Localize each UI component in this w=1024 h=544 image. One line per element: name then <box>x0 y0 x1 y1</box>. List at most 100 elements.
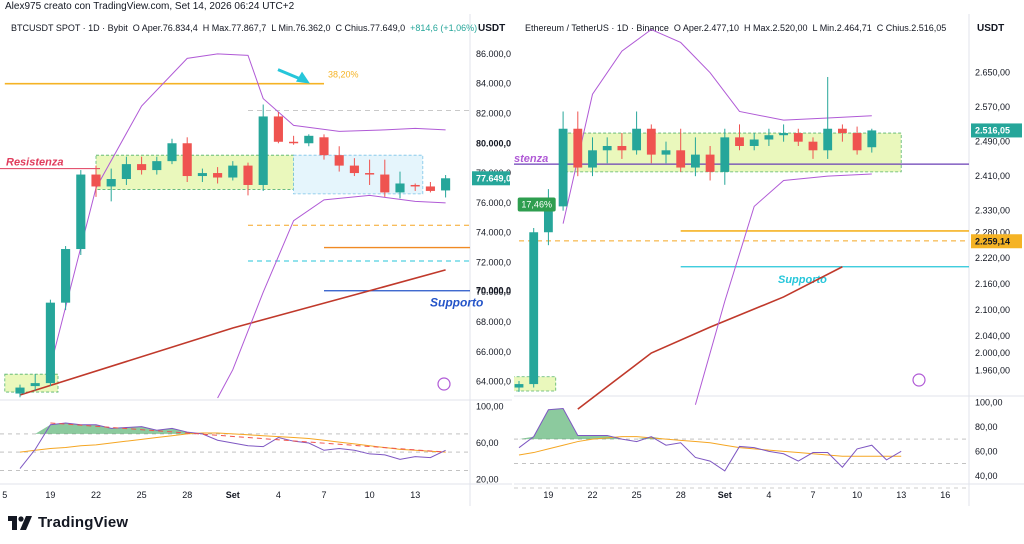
eth-chart-panel[interactable]: Ethereum / TetherUS · 1D · Binance O Aper… <box>514 14 1024 508</box>
btc-y-tick: 68.000,0 <box>476 317 511 327</box>
eth-candle <box>588 137 597 177</box>
eth-candle-body <box>808 141 818 151</box>
btc-candle <box>76 170 86 255</box>
btc-price-tag-bg <box>472 171 510 186</box>
eth-candle-body <box>764 135 774 140</box>
eth-price-tag-bg <box>971 123 1022 138</box>
btc-candle <box>380 159 390 197</box>
btc-x-tick: 19 <box>45 490 55 500</box>
btc-chart-panel[interactable]: BTCUSDT SPOT · 1D · Bybit O Aper.76.834,4… <box>0 14 512 508</box>
btc-candle <box>425 181 435 193</box>
btc-support-tag: 70.000,0 <box>476 286 511 296</box>
eth-header-low: L Min.2.464,71 <box>813 23 872 33</box>
eth-chart-svg[interactable]: Ethereum / TetherUS · 1D · Binance O Aper… <box>514 14 1024 508</box>
btc-y-tick: 72.000,0 <box>476 257 511 267</box>
eth-x-tick: 25 <box>632 490 642 500</box>
eth-candle-body <box>617 145 627 151</box>
btc-candle-body <box>30 383 40 387</box>
eth-candle-body <box>779 133 789 136</box>
btc-header: BTCUSDT SPOT · 1D · Bybit O Aper.76.834,4… <box>11 23 477 33</box>
btc-candle <box>91 165 101 197</box>
btc-x-tick: 5 <box>2 490 7 500</box>
btc-arrow-shaft <box>277 68 303 82</box>
eth-header-open: O Aper.2.477,10 <box>674 23 739 33</box>
btc-candle-body <box>121 164 131 180</box>
btc-resistance-label: Resistenza <box>6 157 63 169</box>
tradingview-brand[interactable]: TradingView <box>8 514 128 531</box>
eth-header-high: H Max.2.520,00 <box>744 23 808 33</box>
tradingview-wordmark: TradingView <box>38 514 129 531</box>
btc-level-tag: 80.000,0 <box>476 138 511 148</box>
eth-lightning-icon <box>912 373 926 387</box>
eth-candle-body <box>735 137 744 146</box>
eth-y-tick: 2.100,00 <box>975 305 1010 315</box>
btc-candle-body <box>441 178 451 191</box>
btc-x-tick: 28 <box>182 490 192 500</box>
btc-candle-body <box>365 173 375 175</box>
btc-candle <box>395 171 405 199</box>
eth-y-tick: 2.330,00 <box>975 206 1010 216</box>
btc-candle <box>289 135 299 145</box>
btc-y-tick: 82.000,0 <box>476 108 511 118</box>
eth-candle <box>646 124 656 164</box>
eth-candle <box>705 145 715 181</box>
btc-y-tick: 70.000,0 <box>476 287 511 297</box>
eth-candle <box>749 133 759 151</box>
btc-candle <box>228 161 238 181</box>
btc-x-tick: 7 <box>321 490 326 500</box>
eth-rsi-overbought-fill <box>519 408 902 440</box>
eth-resistance-label: stenza <box>514 153 548 165</box>
btc-candle-body <box>395 183 405 193</box>
btc-candle-body <box>334 155 344 166</box>
btc-candle-body <box>258 116 268 185</box>
btc-chart-svg[interactable]: BTCUSDT SPOT · 1D · Bybit O Aper.76.834,4… <box>0 14 512 508</box>
btc-candle-body <box>76 174 86 250</box>
btc-candle-body <box>15 387 25 394</box>
eth-candle-body <box>690 154 700 168</box>
btc-candle-body <box>106 179 116 187</box>
eth-x-tick: 19 <box>543 490 553 500</box>
eth-candle <box>573 111 583 177</box>
btc-candle <box>441 175 451 198</box>
btc-candle <box>213 167 223 184</box>
eth-candle <box>867 128 877 153</box>
btc-rsi-tick: 100,00 <box>476 402 504 412</box>
btc-candle <box>349 158 359 177</box>
btc-arrow-head <box>296 71 310 84</box>
eth-x-tick: 16 <box>940 490 950 500</box>
btc-candle <box>410 183 420 191</box>
btc-x-tick: 4 <box>276 490 281 500</box>
btc-candle-body <box>273 116 283 142</box>
eth-x-tick: 28 <box>676 490 686 500</box>
btc-candle-body <box>304 135 314 144</box>
eth-level-tag-bg <box>971 234 1022 249</box>
btc-moving-average <box>19 269 446 396</box>
btc-candle <box>137 156 147 175</box>
eth-price-tag: 2.516,05 <box>975 125 1010 135</box>
eth-candle <box>558 111 568 211</box>
eth-y-tick: 2.220,00 <box>975 253 1010 263</box>
btc-y-tick: 76.000,0 <box>476 198 511 208</box>
eth-candle-body <box>749 139 759 146</box>
btc-candle-body <box>289 141 299 144</box>
eth-annotation-box <box>517 197 556 212</box>
eth-y-tick: 2.000,00 <box>975 348 1010 358</box>
eth-y-tick: 1.960,00 <box>975 365 1010 375</box>
eth-candle-body <box>632 128 642 151</box>
eth-x-tick: Set <box>718 490 732 500</box>
btc-candle-body <box>349 165 359 174</box>
btc-rsi-overbought-fill <box>20 422 446 434</box>
btc-level-tag-bg <box>472 136 510 151</box>
btc-rsi-tick: 60,00 <box>476 438 499 448</box>
btc-support-label: Supporto <box>430 296 483 310</box>
eth-candle <box>632 111 642 155</box>
btc-lightning-icon <box>437 377 451 391</box>
eth-rsi-tick: 80,00 <box>975 422 998 432</box>
eth-currency-label: USDT <box>977 23 1004 34</box>
eth-y-tick: 2.650,00 <box>975 68 1010 78</box>
tradingview-logo-icon <box>8 515 32 530</box>
eth-moving-average <box>577 266 843 410</box>
eth-bollinger-upper <box>562 28 872 224</box>
eth-candle-body <box>529 232 539 385</box>
btc-y-tick: 66.000,0 <box>476 347 511 357</box>
